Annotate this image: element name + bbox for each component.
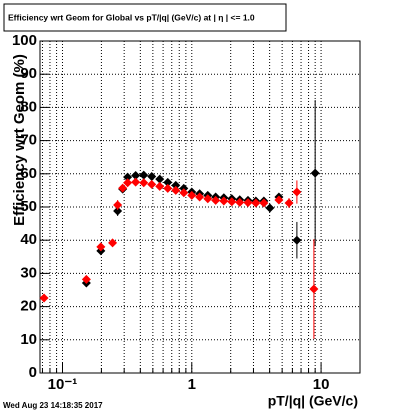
marker	[171, 180, 181, 190]
marker	[163, 183, 173, 193]
y-tick-label: 70	[20, 132, 37, 149]
marker	[235, 197, 245, 207]
marker	[139, 178, 149, 188]
marker	[251, 198, 261, 208]
marker	[155, 174, 165, 184]
y-tick-label: 0	[29, 364, 37, 381]
marker	[139, 170, 149, 180]
y-axis-label: Efficiency wrt Geom (%)	[11, 54, 28, 226]
x-tick-label: 10⁻¹	[48, 376, 78, 393]
marker	[219, 196, 229, 206]
marker	[113, 200, 123, 210]
marker	[163, 177, 173, 187]
marker	[309, 284, 319, 294]
marker	[179, 188, 189, 198]
marker	[108, 238, 118, 248]
marker	[147, 171, 157, 181]
y-tick-label: 50	[20, 198, 37, 215]
marker	[274, 195, 284, 205]
marker	[155, 181, 165, 191]
footer-date: Wed Aug 23 14:18:35 2017	[3, 401, 103, 410]
marker	[81, 274, 91, 284]
y-tick-label: 30	[20, 264, 37, 281]
marker	[131, 170, 141, 180]
y-tick-label: 60	[20, 165, 37, 182]
marker	[123, 178, 133, 188]
marker	[131, 177, 141, 187]
plot-frame	[39, 40, 361, 374]
x-tick-label: 1	[188, 376, 196, 393]
marker	[227, 197, 237, 207]
marker	[195, 192, 205, 202]
marker	[211, 195, 221, 205]
marker	[96, 242, 106, 252]
marker	[259, 198, 269, 208]
marker	[123, 172, 133, 182]
y-tick-label: 10	[20, 331, 37, 348]
marker	[171, 185, 181, 195]
marker	[292, 235, 302, 245]
marker	[39, 293, 49, 303]
marker	[187, 190, 197, 200]
marker	[310, 168, 320, 178]
y-tick-label: 20	[20, 298, 37, 315]
title-box	[3, 3, 287, 32]
y-tick-label: 90	[20, 65, 37, 82]
x-axis-label: pT/|q| (GeV/c)	[268, 393, 358, 409]
chart-title: Efficiency wrt Geom for Global vs pT/|q|…	[8, 12, 255, 22]
marker	[265, 203, 275, 213]
y-tick-label: 100	[12, 32, 37, 49]
marker	[147, 179, 157, 189]
marker	[292, 187, 302, 197]
marker	[113, 206, 123, 216]
marker	[203, 194, 213, 204]
x-tick-label: 10	[313, 376, 330, 393]
y-tick-label: 80	[20, 98, 37, 115]
marker	[118, 183, 128, 193]
marker	[243, 198, 253, 208]
y-tick-label: 40	[20, 231, 37, 248]
marker	[284, 198, 294, 208]
